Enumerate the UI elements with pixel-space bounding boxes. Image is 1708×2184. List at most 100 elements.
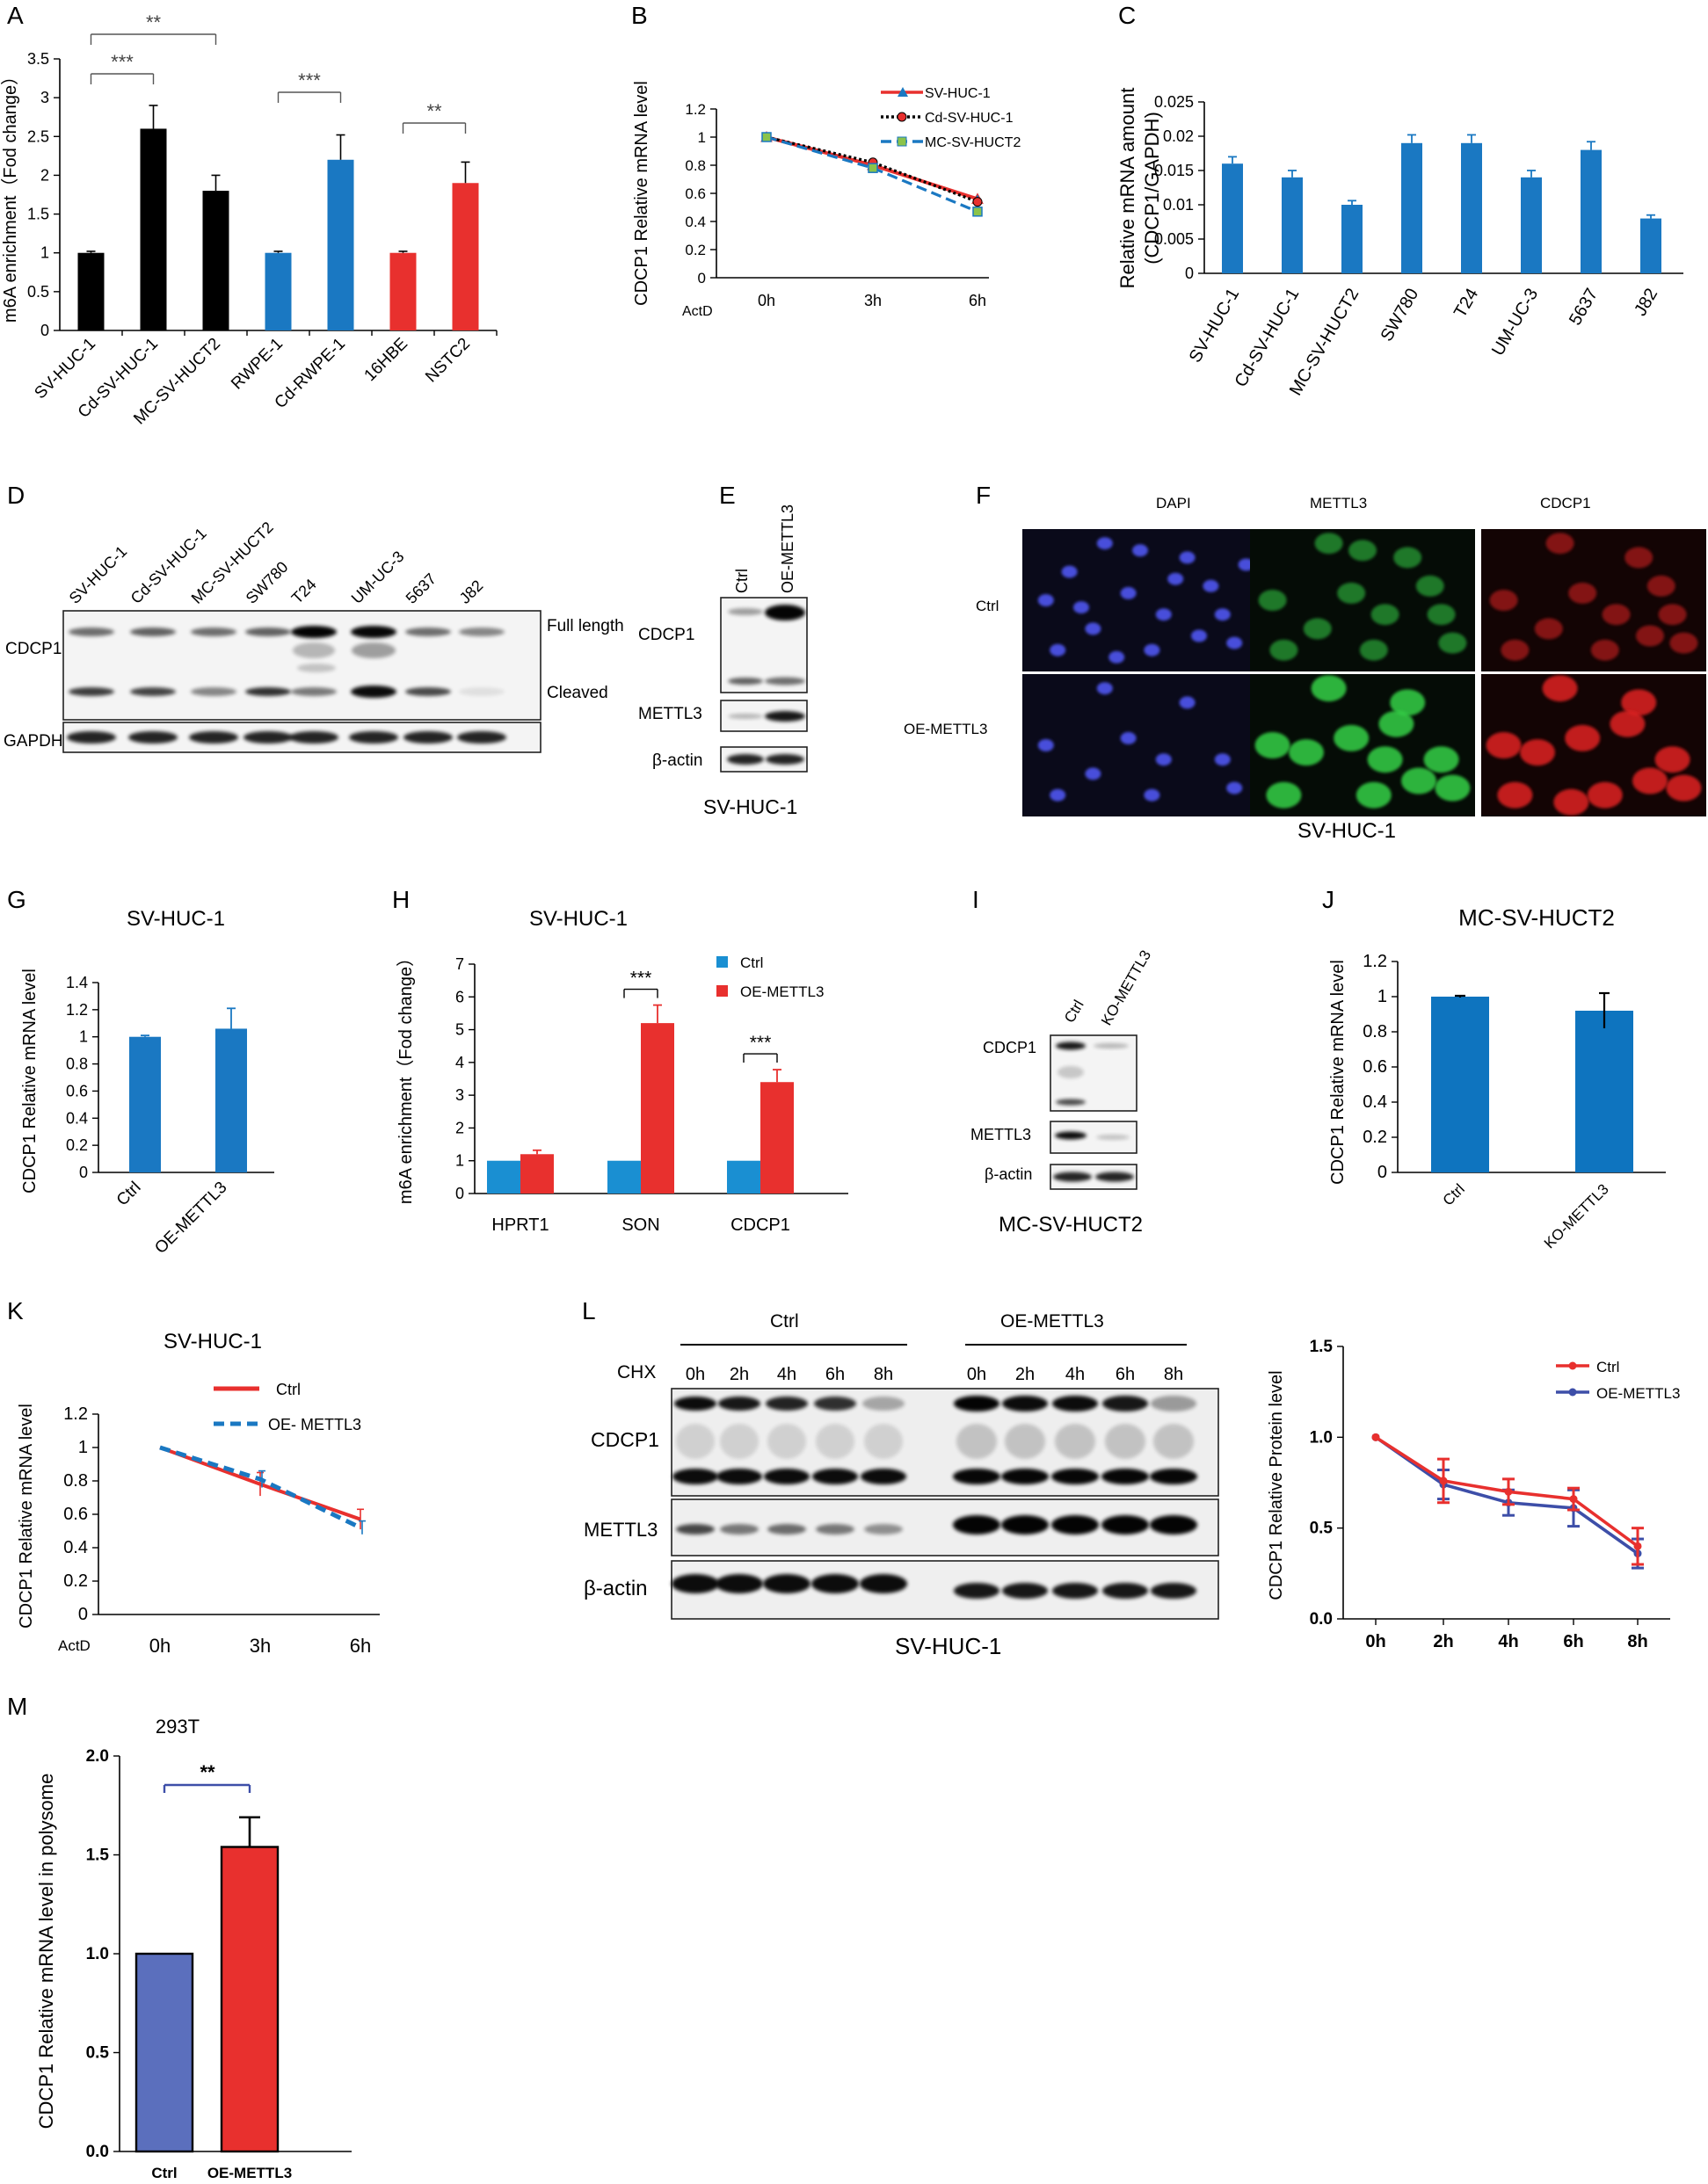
y-tick-label: 0.6 <box>1363 1057 1387 1077</box>
x-tick-label: 6h <box>1563 1632 1583 1651</box>
if-cell <box>1096 537 1113 550</box>
if-cell <box>1359 639 1388 661</box>
blot-band <box>672 1574 719 1593</box>
bar <box>607 1160 641 1194</box>
if-caption: SV-HUC-1 <box>1297 819 1397 843</box>
x-prefix-label: ActD <box>58 1637 91 1654</box>
y-tick-label: 0.8 <box>66 1056 88 1073</box>
if-cell <box>1226 781 1243 795</box>
if-cell <box>1258 590 1287 611</box>
if-cell <box>1120 586 1137 599</box>
y-tick-label: 0.01 <box>1163 196 1194 214</box>
if-cell <box>1132 544 1148 557</box>
data-point <box>972 207 983 217</box>
y-tick-label: 0.2 <box>66 1136 88 1154</box>
blot-i-caption: MC-SV-HUCT2 <box>999 1213 1144 1237</box>
blot-smear <box>352 642 396 658</box>
if-cell <box>1390 689 1426 716</box>
x-tick-label: SW780 <box>1377 286 1422 345</box>
timepoint-label: 8h <box>1164 1365 1183 1384</box>
if-cell <box>1545 533 1574 555</box>
blot-l-row-mettl3: METTL3 <box>584 1519 658 1541</box>
if-cell <box>1636 625 1664 647</box>
blot-band-full <box>459 628 505 636</box>
if-cell <box>1378 710 1414 737</box>
if-cell <box>1226 636 1243 649</box>
blot-e-row-cdcp1: CDCP1 <box>638 626 695 644</box>
y-tick-label: 1.2 <box>63 1404 88 1424</box>
blot-l: 0h 0h 2h 2h 4h 4h 6h 6h 8h 8h <box>671 1344 1219 1620</box>
blot-band-full <box>245 628 291 636</box>
blot-band <box>720 1524 759 1535</box>
x-tick-label: 4h <box>1498 1632 1518 1651</box>
blot-band-gapdh <box>128 731 178 744</box>
if-cell <box>1534 618 1563 640</box>
blot-e-row-actin: β-actin <box>652 751 703 770</box>
if-cell <box>1214 608 1231 621</box>
blot-band <box>1002 1396 1048 1411</box>
panel-letter-c: C <box>1118 2 1137 29</box>
y-tick-label: 3 <box>40 89 49 106</box>
blot-e: Ctrl OE-METTL3 <box>720 504 808 773</box>
panel-letter-a: A <box>7 2 24 29</box>
chart-title: MC-SV-HUCT2 <box>1458 904 1615 931</box>
legend-swatch <box>716 985 728 997</box>
y-axis-label: CDCP1 Relative mRNA level <box>17 1404 36 1629</box>
blot-band <box>718 1397 760 1411</box>
if-cell <box>1423 746 1459 773</box>
if-cell <box>1073 601 1089 614</box>
blot-band-gapdh <box>403 731 453 744</box>
if-cell <box>1254 732 1290 758</box>
if-cell <box>1050 643 1066 657</box>
panel-letter-k: K <box>7 1297 24 1324</box>
chart-title: SV-HUC-1 <box>127 907 225 931</box>
if-cell <box>1179 696 1196 709</box>
if-cell <box>1658 604 1687 626</box>
blot-band <box>1053 1172 1092 1182</box>
legend-swatch <box>716 956 728 968</box>
blot-e-row-mettl3: METTL3 <box>638 705 702 723</box>
blot-band-full <box>405 628 451 636</box>
blot-band <box>812 1469 858 1484</box>
timepoint-label: 4h <box>1065 1365 1085 1384</box>
y-tick-label: 1.0 <box>1310 1428 1333 1447</box>
if-cell <box>1501 639 1530 661</box>
y-axis-label: Relative mRNA amount <box>1116 88 1138 289</box>
y-tick-label: 0.2 <box>63 1571 88 1591</box>
x-tick-label: Cd-SV-HUC-1 <box>1231 286 1303 391</box>
y-tick-label: 1.2 <box>66 1001 88 1019</box>
blot-smear <box>816 1424 854 1459</box>
blot-band <box>716 1469 762 1484</box>
legend-marker <box>898 87 908 97</box>
if-cell <box>1542 675 1578 702</box>
blot-band <box>728 714 763 719</box>
blot-band <box>860 1574 907 1593</box>
if-cell <box>1435 774 1471 802</box>
y-tick-label: 0.4 <box>1363 1092 1387 1112</box>
blot-lane-label: Ctrl <box>733 569 751 593</box>
blot-band <box>1095 1172 1134 1182</box>
blot-band <box>814 1397 856 1411</box>
x-tick-label: SV-HUC-1 <box>1186 286 1244 366</box>
y-tick-label: 1.4 <box>66 974 88 991</box>
y-tick-label: 0.6 <box>685 185 706 202</box>
if-cell <box>1179 551 1196 564</box>
blot-band-cleaved <box>291 687 337 696</box>
blot-band <box>1001 1515 1049 1535</box>
y-tick-label: 0 <box>1377 1163 1387 1182</box>
bar <box>1461 142 1482 273</box>
data-point <box>761 132 772 142</box>
blot-i-row-cdcp1: CDCP1 <box>983 1039 1037 1056</box>
bar <box>727 1160 760 1194</box>
y-tick-label: 0.8 <box>1363 1022 1387 1041</box>
timepoint-label: 0h <box>967 1365 986 1384</box>
blot-smear <box>293 642 335 658</box>
legend-label: OE-METTL3 <box>740 983 824 1000</box>
blot-band-gapdh <box>457 731 506 744</box>
legend-label: MC-SV-HUCT2 <box>925 135 1021 150</box>
y-tick-label: 5 <box>455 1021 464 1039</box>
y-tick-label: 0.5 <box>86 2044 110 2063</box>
y-axis-label: CDCP1 Relative mRNA level <box>632 81 651 306</box>
blot-band <box>766 754 804 765</box>
